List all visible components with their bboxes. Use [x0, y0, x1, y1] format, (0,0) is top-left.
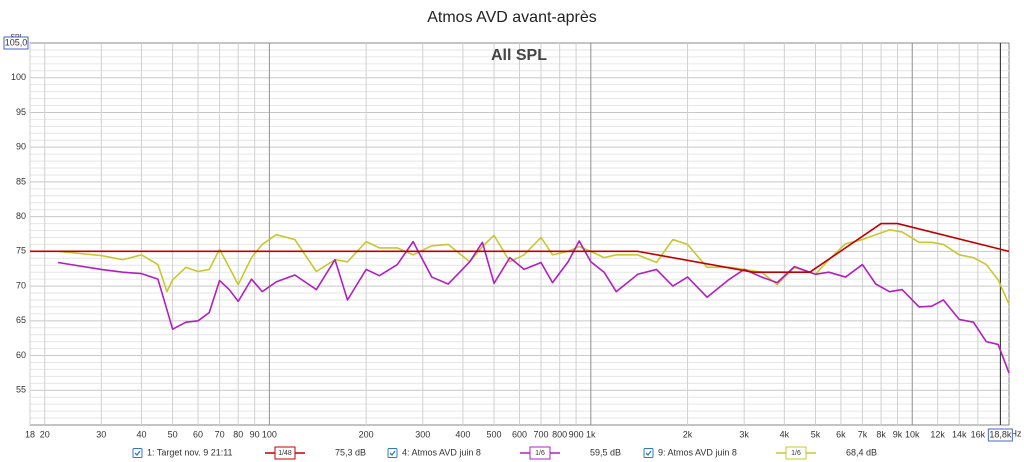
x-cursor-box	[987, 428, 1013, 442]
chart-title: Atmos AVD avant-après	[427, 9, 597, 26]
y-tick-label: 100	[11, 72, 26, 82]
y-tick-label: 65	[16, 315, 26, 325]
legend-smoothing: 1/6	[535, 450, 545, 457]
x-tick-label: 30	[96, 429, 106, 439]
x-tick-label: 16k	[971, 429, 986, 439]
x-unit: Hz	[1011, 428, 1022, 438]
legend-label: 1: Target nov. 9 21:11	[147, 447, 233, 457]
x-tick-label: 40	[136, 429, 146, 439]
x-tick-label: 6k	[836, 429, 846, 439]
y-tick-label: 70	[16, 280, 26, 290]
x-tick-label: 20	[40, 429, 50, 439]
checkmark	[389, 450, 396, 456]
x-tick-label: 500	[487, 429, 502, 439]
y-cursor-label: 105,0	[5, 37, 28, 47]
y-tick-label: 95	[16, 107, 26, 117]
legend-checkbox[interactable]	[643, 448, 654, 458]
y-tick-label: 55	[16, 385, 26, 395]
x-tick-label: 10k	[905, 429, 920, 439]
legend-checkbox[interactable]	[387, 448, 398, 458]
y-tick-label: 80	[16, 211, 26, 221]
y-tick-label: 90	[16, 142, 26, 152]
legend-smoothing-box	[785, 446, 807, 460]
x-tick-label: 400	[455, 429, 470, 439]
x-tick-label: 9k	[893, 429, 903, 439]
legend-checkbox[interactable]	[132, 448, 143, 458]
x-tick-label: 300	[415, 429, 430, 439]
x-tick-label: 12k	[930, 429, 945, 439]
x-tick-label: 90	[250, 429, 260, 439]
x-tick-label: 700	[534, 429, 549, 439]
x-tick-label: 4k	[780, 429, 790, 439]
x-tick-label: 18	[25, 429, 35, 439]
x-tick-label: 80	[233, 429, 243, 439]
x-tick-label: 70	[215, 429, 225, 439]
legend-smoothing: 1/6	[791, 450, 801, 457]
y-tick-label: 75	[16, 246, 26, 256]
x-tick-label: 7k	[858, 429, 868, 439]
legend-item: 1: Target nov. 9 21:11 1/48 75,3 dB	[132, 446, 366, 460]
x-tick-label: 1k	[586, 429, 596, 439]
y-tick-label: 85	[16, 176, 26, 186]
legend-level: 75,3 dB	[335, 447, 366, 457]
chart-subtitle: All SPL	[491, 47, 547, 64]
y-cursor-box	[3, 36, 29, 50]
checkmark	[645, 450, 652, 456]
x-tick-label: 5k	[811, 429, 821, 439]
x-tick-label: 100	[262, 429, 277, 439]
legend-smoothing: 1/48	[278, 450, 292, 457]
x-tick-label: 8k	[876, 429, 886, 439]
x-tick-label: 800	[552, 429, 567, 439]
series-line	[57, 240, 1010, 374]
legend-item: 9: Atmos AVD juin 8 1/6 68,4 dB	[643, 446, 877, 460]
x-tick-label: 200	[359, 429, 374, 439]
series-line	[30, 222, 1010, 273]
checkmark	[134, 450, 141, 456]
legend-label: 9: Atmos AVD juin 8	[658, 447, 737, 457]
x-tick-label: 2k	[683, 429, 693, 439]
x-tick-label: 600	[512, 429, 527, 439]
x-tick-label: 50	[168, 429, 178, 439]
x-tick-label: 3k	[739, 429, 749, 439]
series-line	[57, 229, 1010, 305]
legend-item: 4: Atmos AVD juin 8 1/6 59,5 dB	[387, 446, 621, 460]
legend-smoothing-box	[274, 446, 296, 460]
legend-level: 59,5 dB	[590, 447, 621, 457]
legend-smoothing-box	[529, 446, 551, 460]
x-cursor-label: 18,8k	[989, 429, 1012, 439]
x-tick-label: 14k	[952, 429, 967, 439]
x-tick-label: 60	[193, 429, 203, 439]
legend-label: 4: Atmos AVD juin 8	[402, 447, 481, 457]
y-tick-label: 60	[16, 350, 26, 360]
x-tick-label: 900	[569, 429, 584, 439]
legend-level: 68,4 dB	[846, 447, 877, 457]
